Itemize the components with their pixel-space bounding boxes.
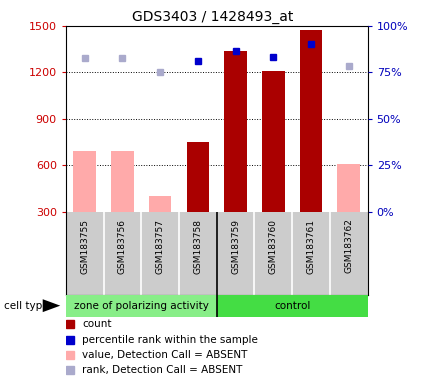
Bar <box>74 151 96 212</box>
Bar <box>224 51 247 212</box>
Text: value, Detection Call = ABSENT: value, Detection Call = ABSENT <box>82 350 248 360</box>
Bar <box>217 295 386 317</box>
Text: zone of polarizing activity: zone of polarizing activity <box>74 301 209 311</box>
Text: GSM183762: GSM183762 <box>344 218 353 273</box>
Text: cell type: cell type <box>4 301 49 311</box>
Text: GSM183759: GSM183759 <box>231 218 240 273</box>
Text: GSM183756: GSM183756 <box>118 218 127 273</box>
Text: GSM183760: GSM183760 <box>269 218 278 273</box>
Text: GSM183757: GSM183757 <box>156 218 164 273</box>
Bar <box>262 71 285 212</box>
Text: rank, Detection Call = ABSENT: rank, Detection Call = ABSENT <box>82 365 243 375</box>
Bar <box>337 164 360 212</box>
Text: GSM183755: GSM183755 <box>80 218 89 273</box>
Bar <box>187 142 209 212</box>
Text: GDS3403 / 1428493_at: GDS3403 / 1428493_at <box>132 10 293 23</box>
Text: percentile rank within the sample: percentile rank within the sample <box>82 334 258 344</box>
Text: GSM183761: GSM183761 <box>306 218 315 273</box>
Bar <box>300 30 322 212</box>
Bar <box>111 151 134 212</box>
Text: count: count <box>82 319 112 329</box>
Bar <box>149 197 171 212</box>
Text: control: control <box>274 301 310 311</box>
Bar <box>66 295 217 317</box>
Polygon shape <box>42 299 60 312</box>
Text: GSM183758: GSM183758 <box>193 218 202 273</box>
